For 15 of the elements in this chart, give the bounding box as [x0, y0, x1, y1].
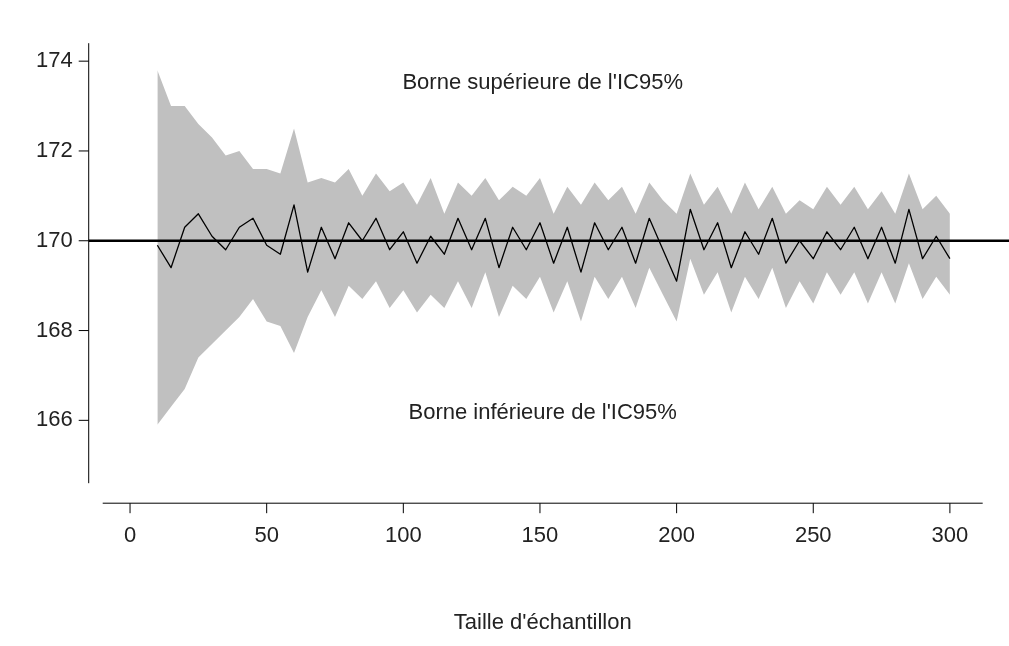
x-tick-label: 150: [521, 522, 559, 548]
x-tick-label: 250: [794, 522, 832, 548]
y-tick-label: 172: [35, 137, 73, 163]
annotation: Borne inférieure de l'IC95%: [408, 398, 677, 424]
annotation: Borne supérieure de l'IC95%: [402, 68, 683, 94]
x-tick-label: 50: [254, 522, 279, 548]
y-tick-label: 168: [35, 316, 73, 342]
x-tick-label: 100: [384, 522, 422, 548]
x-tick-label: 0: [123, 522, 137, 548]
x-axis-title: Taille d'échantillon: [453, 608, 632, 634]
y-tick-label: 170: [35, 226, 73, 252]
x-tick-label: 200: [658, 522, 695, 548]
y-tick-label: 166: [35, 406, 73, 432]
y-tick-label: 174: [35, 47, 73, 73]
x-tick-label: 300: [931, 522, 969, 548]
